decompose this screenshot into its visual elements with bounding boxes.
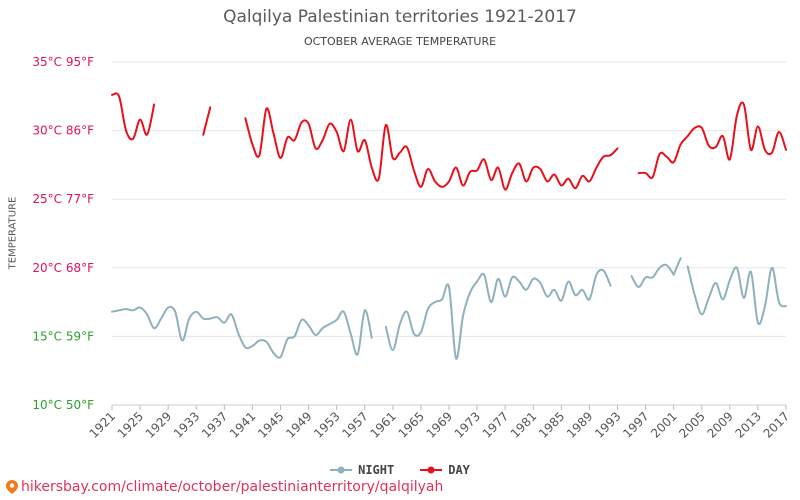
series-line-day-0 [111, 92, 156, 141]
legend-label-day: DAY [448, 463, 470, 477]
x-tick-label-1949: 1949 [283, 409, 314, 440]
x-tick-label-1933: 1933 [171, 409, 202, 440]
y-tick-label-10: 10°C 50°F [32, 398, 94, 412]
x-tick-label-2017: 2017 [761, 409, 792, 440]
x-tick-label-1941: 1941 [227, 409, 258, 440]
series-line-day-2 [244, 107, 619, 191]
y-tick-label-30: 30°C 86°F [32, 124, 94, 138]
x-tick-label-1973: 1973 [452, 409, 483, 440]
legend-marker-night [330, 466, 353, 474]
x-tick-label-1921: 1921 [87, 409, 118, 440]
series-line-day-3 [637, 101, 787, 180]
y-tick-label-20: 20°C 68°F [32, 261, 94, 275]
legend-item-night[interactable]: NIGHT [330, 463, 394, 477]
series-line-night-2 [630, 263, 675, 288]
series-line-night-3 [672, 257, 682, 276]
x-tick-label-1985: 1985 [536, 409, 567, 440]
x-tick-label-1981: 1981 [508, 409, 539, 440]
x-tick-label-1997: 1997 [620, 409, 651, 440]
x-tick-label-1957: 1957 [339, 409, 370, 440]
x-tick-label-1953: 1953 [311, 409, 342, 440]
y-tick-label-25: 25°C 77°F [32, 192, 94, 206]
x-tick-label-1925: 1925 [115, 409, 146, 440]
x-tick-label-1937: 1937 [199, 409, 230, 440]
x-tick-label-2013: 2013 [733, 409, 764, 440]
y-tick-label-35: 35°C 95°F [32, 55, 94, 69]
legend-label-night: NIGHT [358, 463, 395, 477]
x-tick-label-1945: 1945 [255, 409, 286, 440]
x-tick-label-1989: 1989 [564, 409, 595, 440]
series-line-night-0 [111, 305, 373, 359]
series-line-night-4 [686, 265, 787, 326]
x-tick-label-1965: 1965 [396, 409, 427, 440]
x-tick-label-1969: 1969 [424, 409, 455, 440]
x-tick-label-2001: 2001 [648, 409, 679, 440]
x-tick-label-1977: 1977 [480, 409, 511, 440]
series-line-day-1 [202, 106, 212, 136]
x-tick-label-1929: 1929 [143, 409, 174, 440]
chart-subtitle: OCTOBER AVERAGE TEMPERATURE [303, 35, 497, 48]
legend-marker-day [420, 466, 443, 474]
x-tick-label-1961: 1961 [367, 409, 398, 440]
legend: NIGHT DAY [0, 463, 800, 477]
series-line-night-1 [384, 268, 612, 360]
map-pin-icon [6, 480, 18, 494]
source-link[interactable]: hikersbay.com/climate/october/palestinia… [6, 479, 443, 495]
legend-item-day[interactable]: DAY [420, 463, 470, 477]
x-tick-label-2005: 2005 [676, 409, 707, 440]
chart-title: Qalqilya Palestinian territories 1921-20… [223, 7, 577, 27]
y-tick-label-15: 15°C 59°F [32, 329, 94, 343]
x-tick-label-2009: 2009 [704, 409, 735, 440]
x-tick-label-1993: 1993 [592, 409, 623, 440]
source-link-text: hikersbay.com/climate/october/palestinia… [21, 479, 444, 495]
